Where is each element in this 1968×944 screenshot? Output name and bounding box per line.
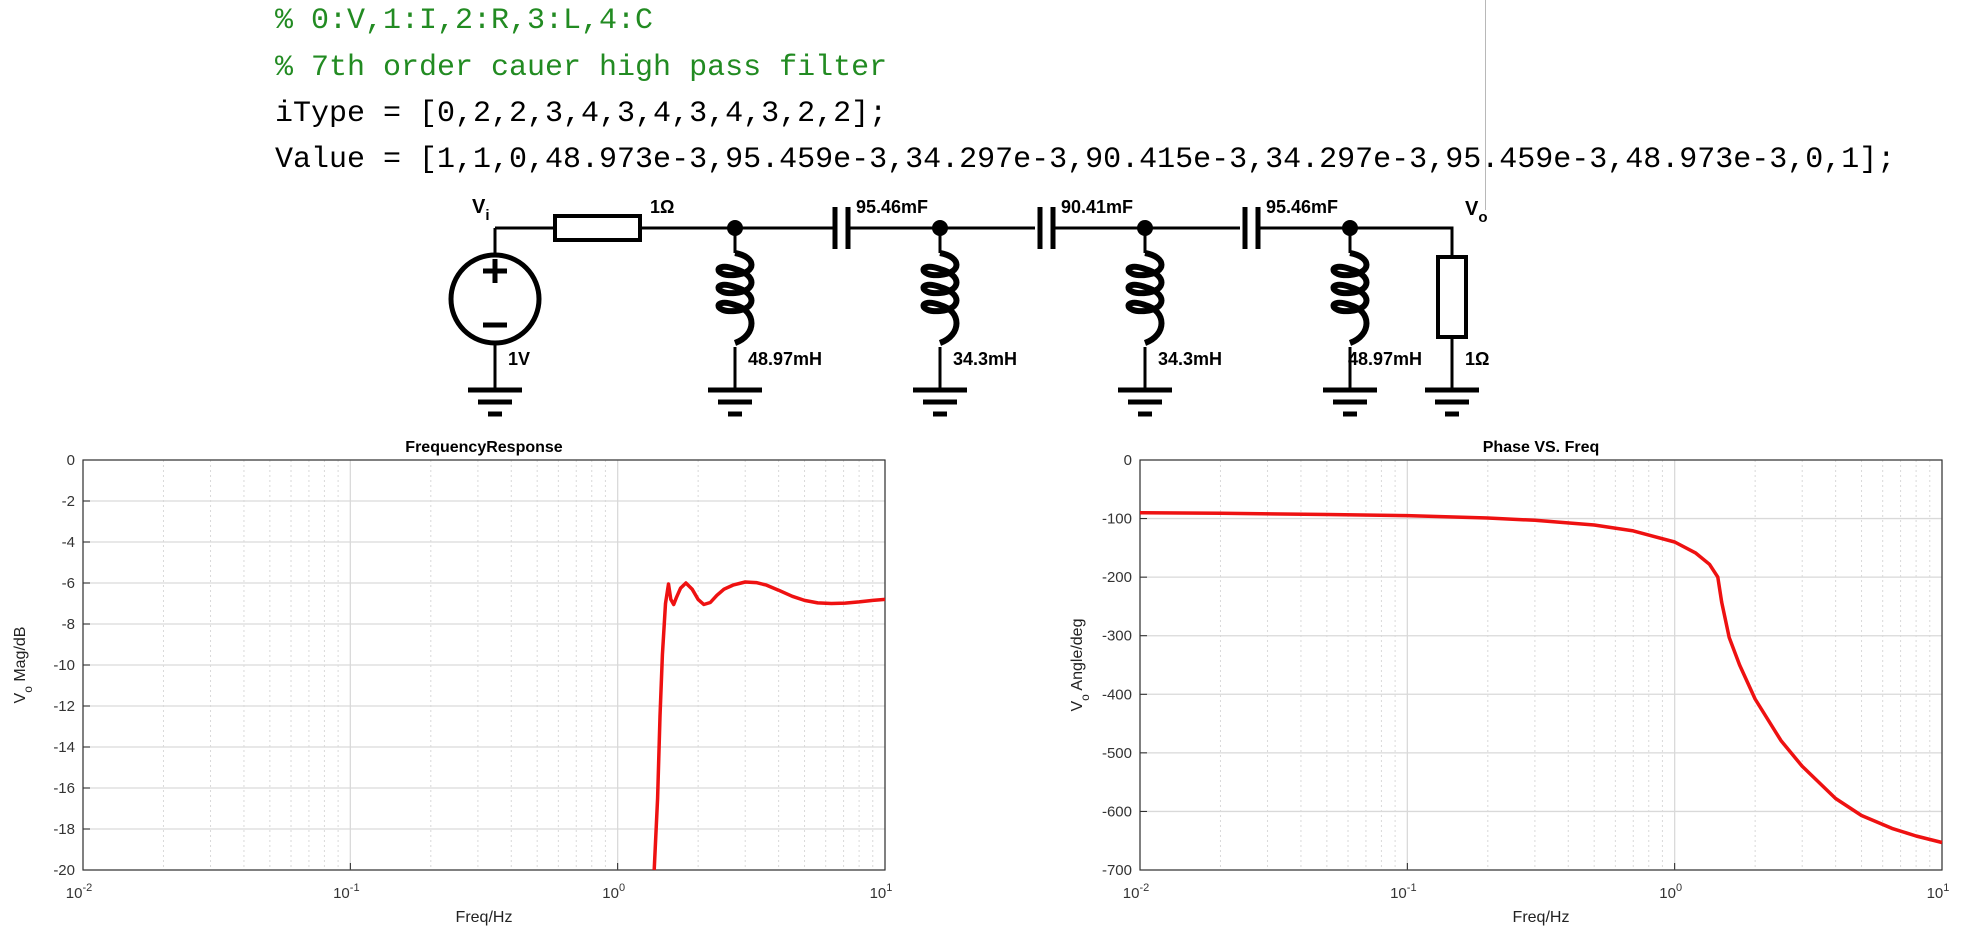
x-tick-label: 100 (602, 882, 625, 902)
x-tick-label: 100 (1659, 882, 1682, 902)
inductor-1-coil (715, 250, 755, 346)
code-line: % 7th order cauer high pass filter (275, 51, 888, 85)
series-resistor (553, 214, 642, 242)
code-block: % 0:V,1:I,2:R,3:L,4:C % 7th order cauer … (275, 0, 1895, 185)
ground-icon (913, 387, 967, 417)
source-value-label: 1V (508, 349, 530, 369)
junction-dot (1137, 220, 1153, 236)
ground-icon (468, 387, 522, 417)
x-axis-label: Freq/Hz (1513, 909, 1570, 926)
inductor-2-label: 34.3mH (953, 349, 1017, 369)
y-tick-label: -500 (1102, 745, 1132, 762)
y-axis-label: Vo Angle/deg (1069, 619, 1092, 712)
charts-area: 10-2 10-1 100 101 0 -2 -4 -6 -8 -10 -12 -14 -16 -18 -2… (12, 439, 1949, 926)
x-tick-label: 101 (870, 882, 893, 902)
y-tick-label: 0 (67, 452, 75, 469)
input-resistor-label: 1Ω (650, 197, 674, 217)
y-tick-label: -18 (53, 821, 75, 838)
plot-frame (82, 459, 886, 871)
x-tick-label: 10-2 (1123, 882, 1149, 902)
junction-dot (1342, 220, 1358, 236)
y-tick-label: -4 (62, 534, 75, 551)
ground-icon (1323, 387, 1377, 417)
vi-label: Vi (472, 196, 490, 224)
y-tick-label: -12 (53, 698, 75, 715)
y-tick-label: -200 (1102, 569, 1132, 586)
capacitor-1-label: 95.46mF (856, 197, 928, 217)
x-axis-label: Freq/Hz (456, 909, 513, 926)
y-tick-label: -14 (53, 739, 75, 756)
ground-icon (708, 387, 762, 417)
inductor-4-coil (1330, 250, 1370, 346)
load-resistor-label: 1Ω (1465, 349, 1489, 369)
x-tick-label: 101 (1927, 882, 1950, 902)
inductor-1-label: 48.97mH (748, 349, 822, 369)
y-tick-label: -600 (1102, 803, 1132, 820)
chart-0: 10-2 10-1 100 101 0 -2 -4 -6 -8 -10 -12 -14 -16 -18 -2… (12, 439, 892, 926)
capacitor-2-label: 90.41mF (1061, 197, 1133, 217)
y-tick-label: -20 (53, 862, 75, 879)
junction-dot (932, 220, 948, 236)
data-line (1139, 510, 1943, 845)
y-tick-label: -2 (62, 493, 75, 510)
y-tick-label: -700 (1102, 862, 1132, 879)
inductor-2-coil (920, 250, 960, 346)
code-line: iType = [0,2,2,3,4,3,4,3,4,3,2,2]; (275, 97, 888, 131)
capacitor-3-label: 95.46mF (1266, 197, 1338, 217)
y-tick-label: -10 (53, 657, 75, 674)
y-tick-label: 0 (1124, 452, 1132, 469)
plot-frame (1139, 459, 1943, 871)
x-tick-label: 10-1 (1390, 882, 1416, 902)
ground-icon (1118, 387, 1172, 417)
load-resistor (1436, 255, 1468, 339)
code-line: % 0:V,1:I,2:R,3:L,4:C (275, 4, 654, 38)
wire (1265, 226, 1454, 257)
y-tick-label: -6 (62, 575, 75, 592)
inductor-3-label: 34.3mH (1158, 349, 1222, 369)
x-tick-label: 10-1 (333, 882, 359, 902)
y-tick-label: -100 (1102, 511, 1132, 528)
chart-title: FrequencyResponse (405, 439, 562, 456)
junction-dot (727, 220, 743, 236)
circuit-schematic: Vi Vo 1V 1Ω 1Ω 95.46mF 90.41mF 95.46mF 4… (448, 196, 1489, 417)
editor-divider (1485, 0, 1486, 210)
ground-icon (1425, 387, 1479, 417)
chart-title: Phase VS. Freq (1483, 439, 1600, 456)
y-tick-label: -300 (1102, 628, 1132, 645)
ground-symbols (468, 387, 1479, 417)
y-tick-label: -8 (62, 616, 75, 633)
vo-label: Vo (1465, 198, 1488, 226)
inductor-3-coil (1125, 250, 1165, 346)
plot-area (1140, 460, 1942, 870)
code-line: Value = [1,1,0,48.973e-3,95.459e-3,34.29… (275, 143, 1896, 177)
y-axis-label: Vo Mag/dB (12, 627, 35, 704)
chart-1: 10-2 10-1 100 101 0 -100 -200 -300 -400 -500 -600 -… (1069, 439, 1949, 926)
voltage-source (448, 252, 542, 346)
x-tick-label: 10-2 (66, 882, 92, 902)
data-line (652, 580, 886, 871)
y-tick-label: -400 (1102, 686, 1132, 703)
y-tick-label: -16 (53, 780, 75, 797)
inductor-4-label: 48.97mH (1348, 349, 1422, 369)
